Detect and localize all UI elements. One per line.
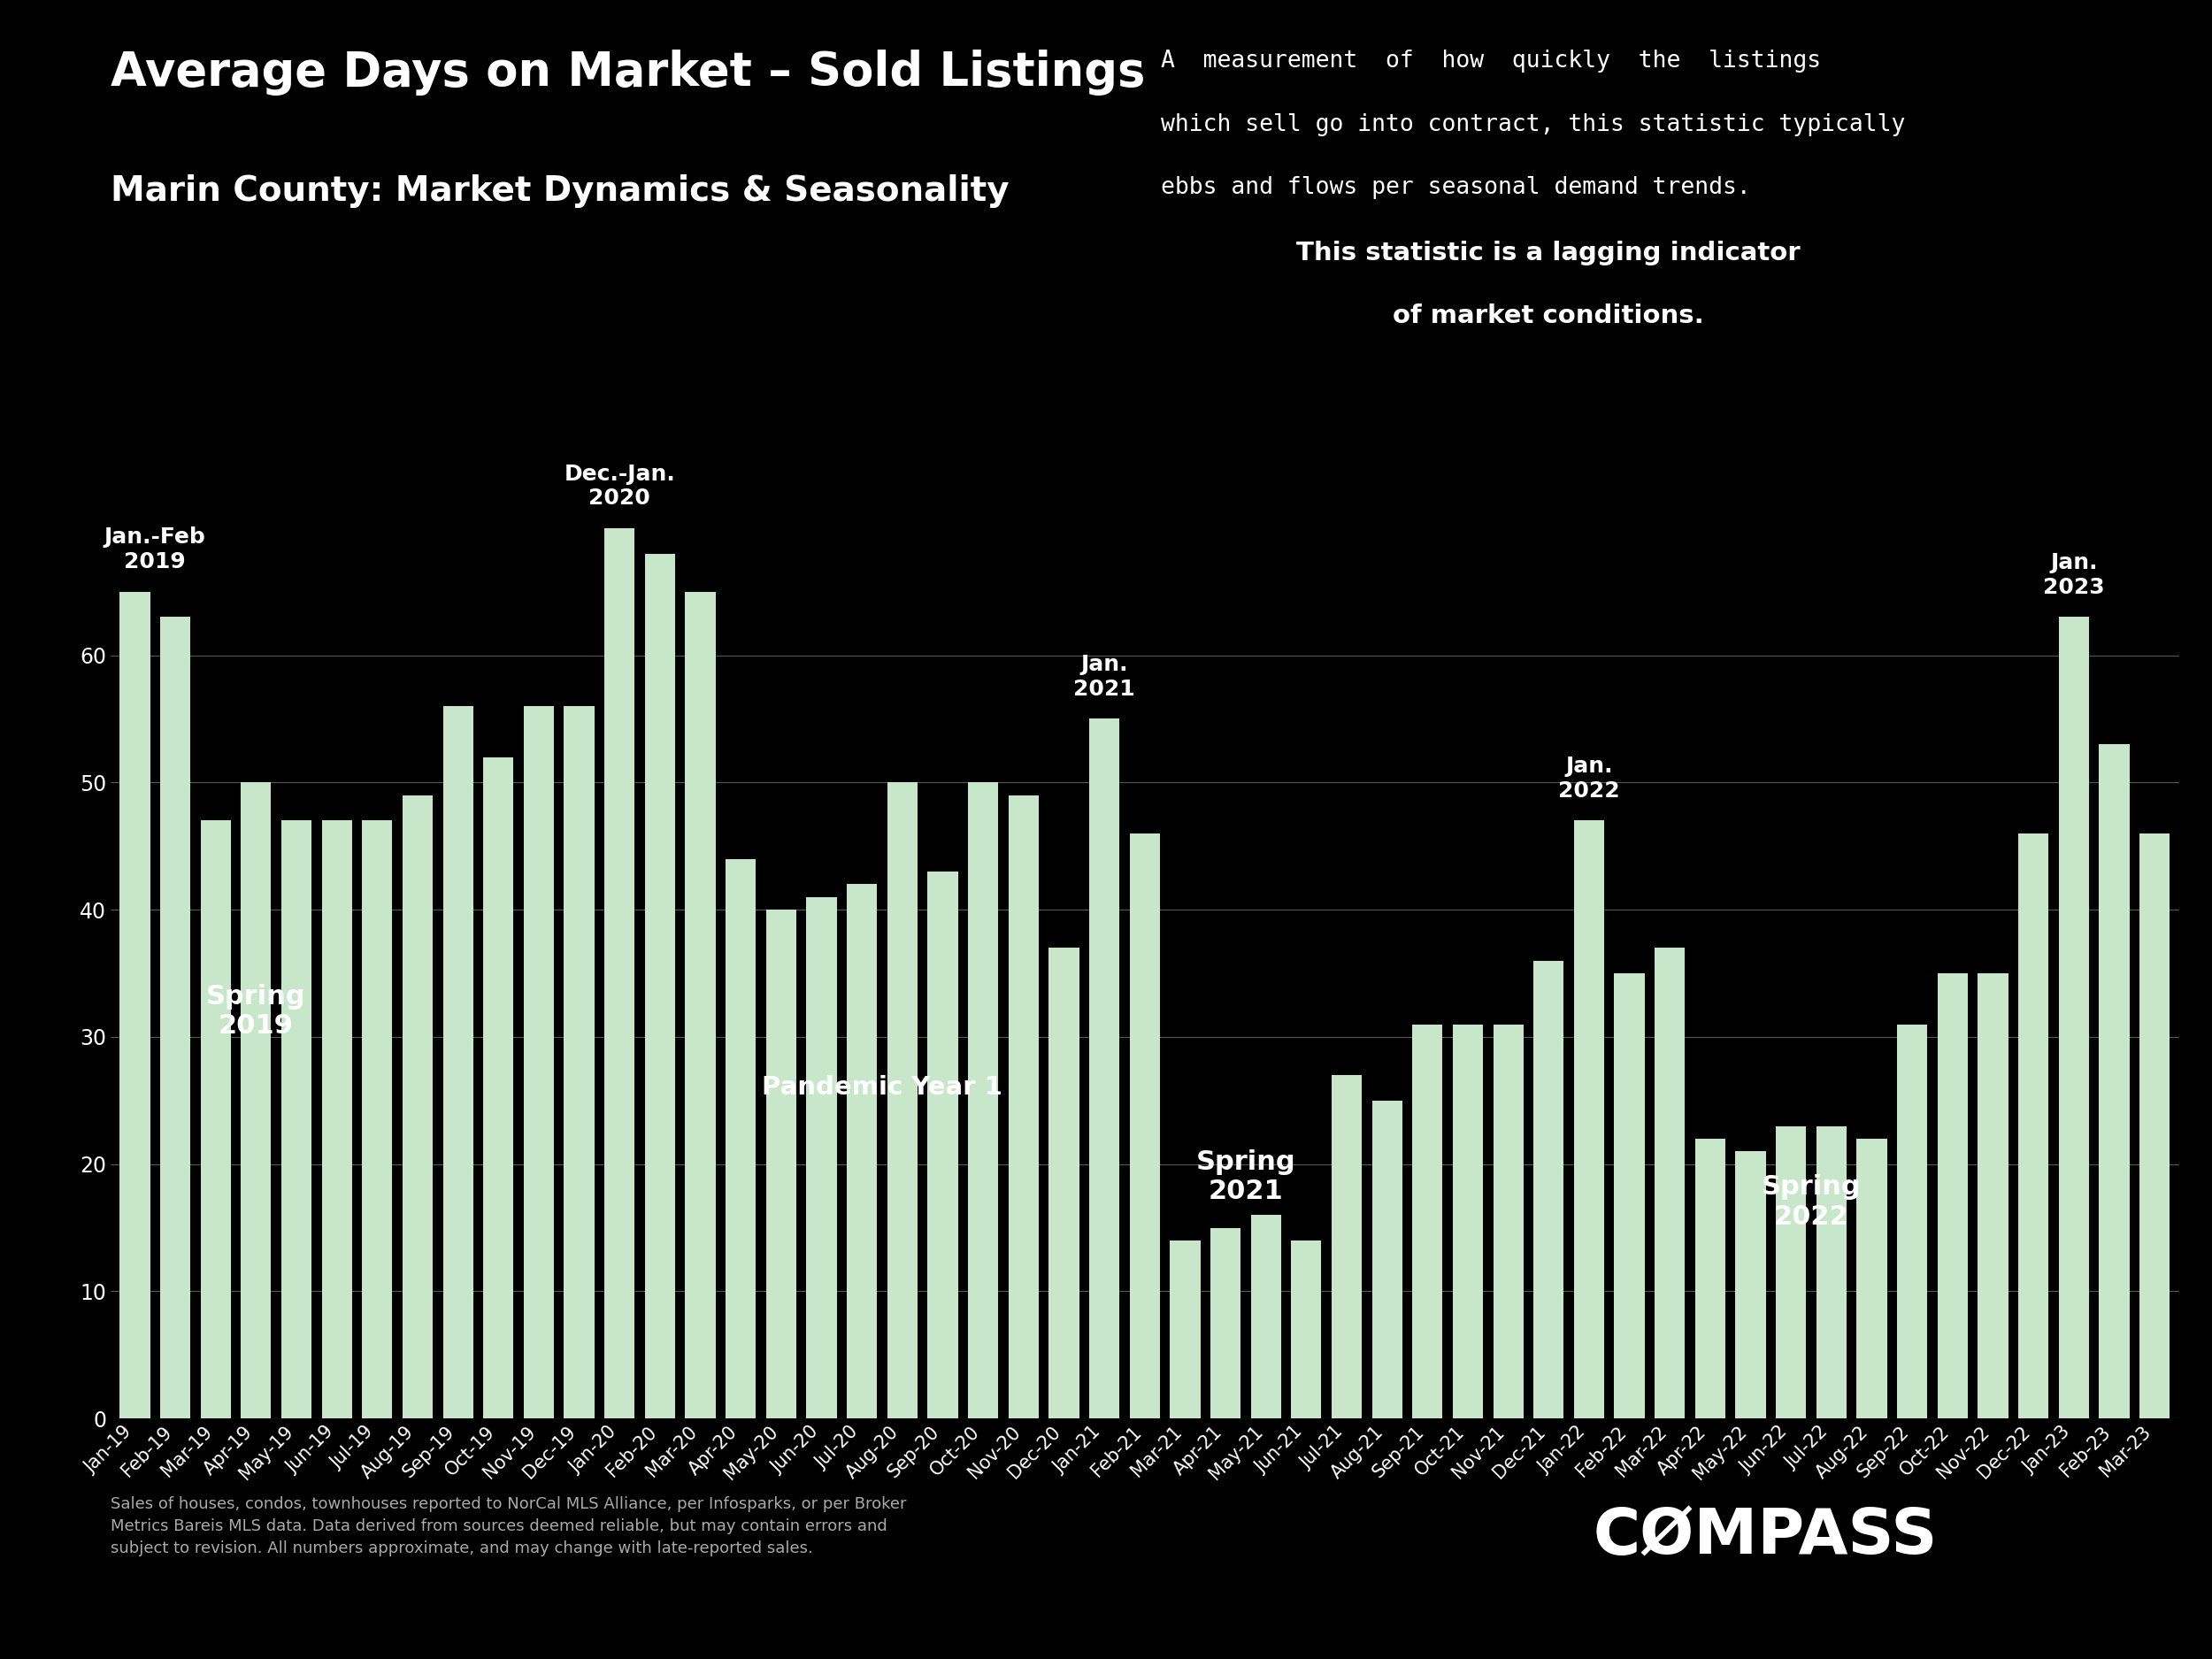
Bar [969, 783, 998, 1418]
Bar [1250, 1214, 1281, 1418]
Bar [1898, 1024, 1927, 1418]
Text: Spring
2021: Spring 2021 [1197, 1150, 1296, 1204]
Bar [1292, 1241, 1321, 1418]
Bar [403, 795, 434, 1418]
Text: of market conditions.: of market conditions. [1394, 304, 1703, 328]
Bar [524, 707, 553, 1418]
Text: A  measurement  of  how  quickly  the  listings: A measurement of how quickly the listing… [1161, 50, 1820, 73]
Bar [321, 821, 352, 1418]
Text: This statistic is a lagging indicator: This statistic is a lagging indicator [1296, 241, 1801, 265]
Bar [1615, 974, 1644, 1418]
Bar [1816, 1126, 1847, 1418]
Text: CØMPASS: CØMPASS [1593, 1506, 1938, 1568]
Bar [927, 871, 958, 1418]
Text: Pandemic Year 1: Pandemic Year 1 [761, 1075, 1002, 1100]
Text: Jan.
2023: Jan. 2023 [2044, 552, 2104, 597]
Text: Jan.-Feb
2019: Jan.-Feb 2019 [104, 528, 206, 572]
Bar [201, 821, 230, 1418]
Bar [159, 617, 190, 1418]
Bar [442, 707, 473, 1418]
Text: Jan.
2021: Jan. 2021 [1073, 654, 1135, 700]
Bar [847, 884, 878, 1418]
Text: which sell go into contract, this statistic typically: which sell go into contract, this statis… [1161, 113, 1907, 136]
Bar [1694, 1138, 1725, 1418]
Bar [1453, 1024, 1482, 1418]
Bar [1170, 1241, 1201, 1418]
Text: C: C [1593, 1506, 1639, 1568]
Bar [1575, 821, 1604, 1418]
Text: Average Days on Market – Sold Listings: Average Days on Market – Sold Listings [111, 50, 1146, 96]
Bar [1411, 1024, 1442, 1418]
Bar [887, 783, 918, 1418]
Bar [2139, 833, 2170, 1418]
Bar [646, 554, 675, 1418]
Bar [1776, 1126, 1807, 1418]
Bar [1088, 718, 1119, 1418]
Bar [726, 859, 757, 1418]
Bar [1856, 1138, 1887, 1418]
Bar [1978, 974, 2008, 1418]
Bar [1938, 974, 1969, 1418]
Bar [1130, 833, 1159, 1418]
Bar [807, 898, 836, 1418]
Bar [2099, 745, 2130, 1418]
Text: Sales of houses, condos, townhouses reported to NorCal MLS Alliance, per Infospa: Sales of houses, condos, townhouses repo… [111, 1496, 907, 1556]
Bar [2017, 833, 2048, 1418]
Bar [363, 821, 392, 1418]
Bar [1736, 1151, 1765, 1418]
Bar [1655, 947, 1686, 1418]
Bar [241, 783, 272, 1418]
Text: Marin County: Market Dynamics & Seasonality: Marin County: Market Dynamics & Seasonal… [111, 174, 1009, 207]
Bar [1371, 1100, 1402, 1418]
Bar [281, 821, 312, 1418]
Bar [1493, 1024, 1524, 1418]
Bar [119, 592, 150, 1418]
Bar [765, 909, 796, 1418]
Text: Spring
2019: Spring 2019 [206, 984, 305, 1039]
Bar [1533, 961, 1564, 1418]
Bar [604, 528, 635, 1418]
Text: Jan.
2022: Jan. 2022 [1557, 757, 1619, 801]
Bar [1009, 795, 1040, 1418]
Bar [564, 707, 595, 1418]
Bar [1332, 1075, 1363, 1418]
Text: Dec.-Jan.
2020: Dec.-Jan. 2020 [564, 463, 675, 509]
Bar [686, 592, 714, 1418]
Text: ebbs and flows per seasonal demand trends.: ebbs and flows per seasonal demand trend… [1161, 176, 1752, 199]
Text: Spring
2022: Spring 2022 [1761, 1175, 1860, 1229]
Bar [2059, 617, 2088, 1418]
Bar [1210, 1228, 1241, 1418]
Bar [1048, 947, 1079, 1418]
Bar [482, 757, 513, 1418]
